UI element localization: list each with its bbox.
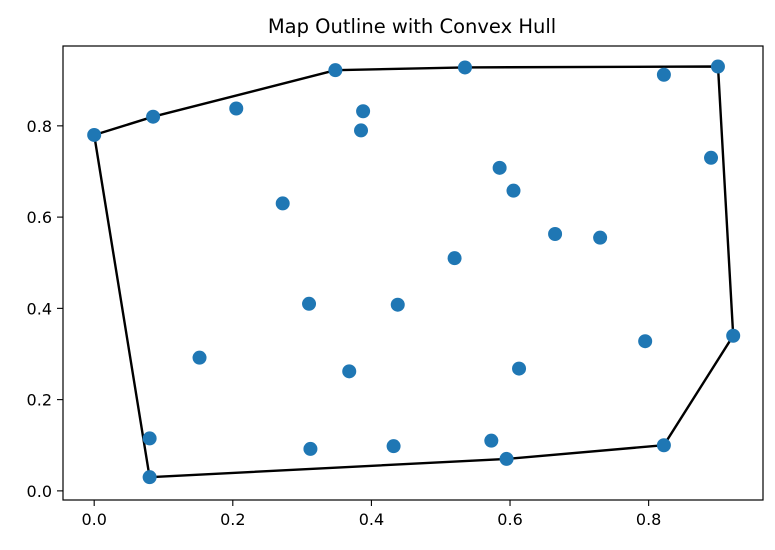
data-point — [548, 226, 563, 241]
data-point — [726, 328, 741, 343]
data-points — [87, 59, 741, 485]
data-point — [390, 297, 405, 312]
data-point — [710, 59, 725, 74]
data-point — [275, 196, 290, 211]
y-tick-label: 0.0 — [27, 482, 52, 501]
data-point — [704, 150, 719, 165]
data-point — [506, 183, 521, 198]
data-point — [192, 350, 207, 365]
data-point — [142, 431, 157, 446]
chart-title: Map Outline with Convex Hull — [268, 15, 556, 38]
data-point — [303, 441, 318, 456]
x-tick-label: 0.2 — [220, 510, 245, 529]
y-tick-label: 0.6 — [27, 208, 52, 227]
data-point — [229, 101, 244, 116]
data-point — [302, 296, 317, 311]
data-point — [386, 439, 401, 454]
data-point — [342, 364, 357, 379]
data-point — [356, 104, 371, 119]
y-tick-label: 0.8 — [27, 117, 52, 136]
y-axis: 0.0 0.2 0.4 0.6 0.8 — [27, 117, 63, 501]
data-point — [457, 60, 472, 75]
x-tick-label: 0.6 — [497, 510, 522, 529]
data-point — [447, 251, 462, 266]
data-point — [142, 470, 157, 485]
data-point — [484, 433, 499, 448]
data-point — [328, 63, 343, 78]
data-point — [87, 127, 102, 142]
y-tick-label: 0.4 — [27, 299, 52, 318]
hull-line — [93, 65, 735, 479]
x-tick-label: 0.8 — [636, 510, 661, 529]
x-axis: 0.0 0.2 0.4 0.6 0.8 — [81, 500, 661, 529]
data-point — [499, 451, 514, 466]
x-tick-label: 0.0 — [81, 510, 106, 529]
data-point — [354, 123, 369, 138]
data-point — [656, 67, 671, 82]
data-point — [656, 438, 671, 453]
y-tick-label: 0.2 — [27, 391, 52, 410]
data-point — [638, 334, 653, 349]
data-point — [146, 109, 161, 124]
convex-hull — [93, 65, 735, 479]
data-point — [512, 361, 527, 376]
data-point — [492, 160, 507, 175]
data-point — [593, 230, 608, 245]
plot-area — [62, 45, 764, 501]
x-tick-label: 0.4 — [359, 510, 384, 529]
